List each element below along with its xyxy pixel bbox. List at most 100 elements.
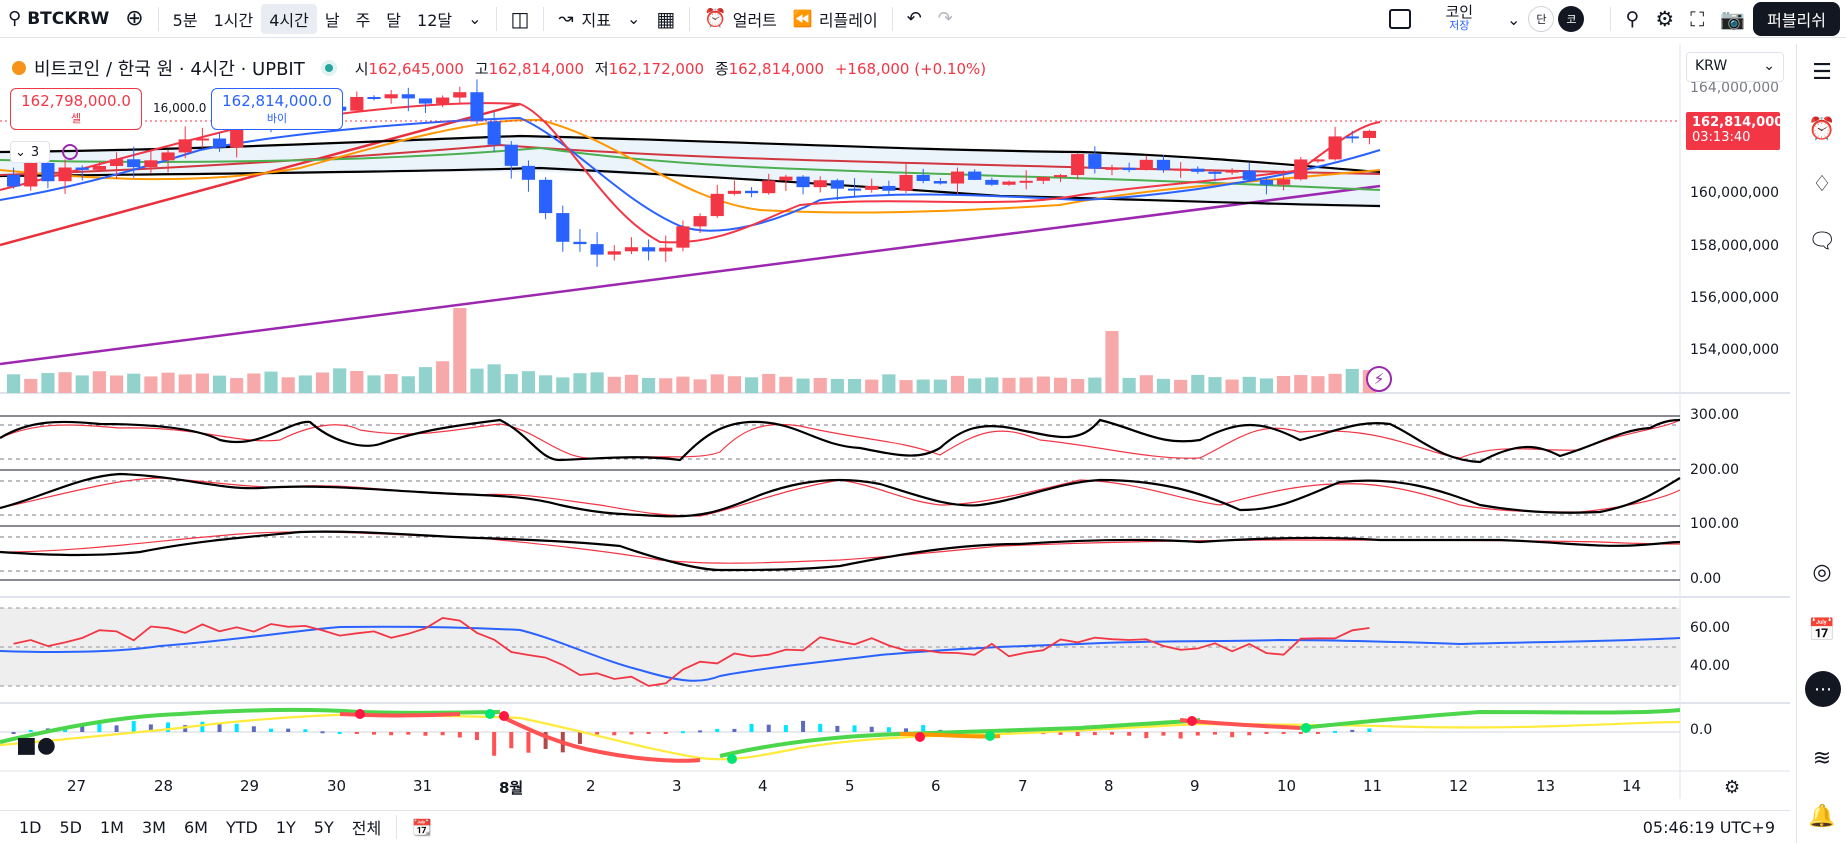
candle-body: [504, 144, 518, 166]
layout-name[interactable]: 코인 저장: [1419, 0, 1499, 38]
macd-hist-bar: [354, 732, 359, 734]
candle-body: [624, 247, 639, 252]
broadcast-icon[interactable]: ≋: [1812, 745, 1832, 771]
interval-day[interactable]: 날: [324, 10, 340, 30]
chart-canvas[interactable]: [0, 44, 1790, 799]
currency-label: KRW: [1695, 58, 1728, 74]
range-5y[interactable]: 5Y: [313, 817, 334, 837]
candle-body: [779, 176, 793, 181]
alert-button[interactable]: ⏰ 얼러트: [696, 0, 785, 38]
price-axis[interactable]: 164,000,000 160,000,000 158,000,000 156,…: [1690, 44, 1790, 444]
indicators-button[interactable]: ↝ 지표: [550, 0, 619, 38]
currency-select[interactable]: KRW ⌄: [1686, 52, 1784, 82]
interval-month[interactable]: 달: [386, 10, 402, 30]
apps-icon[interactable]: ⋯: [1805, 671, 1841, 707]
indicators-collapse-toggle[interactable]: ⌄ 3: [10, 141, 50, 163]
buy-button[interactable]: 162,814,000.0 바이: [211, 88, 343, 130]
interval-dropdown[interactable]: ⌄: [460, 0, 489, 38]
snapshot-button[interactable]: 📷: [1712, 0, 1753, 38]
sell-button[interactable]: 162,798,000.0 셀: [10, 88, 142, 130]
macd-hist-bar: [663, 732, 668, 734]
legend-title[interactable]: 비트코인 / 한국 원 · 4시간 · UPBIT: [34, 59, 305, 80]
volume-bar: [539, 375, 553, 393]
stoch2-k: [0, 472, 1681, 518]
range-all[interactable]: 전체: [351, 819, 382, 838]
candle-body: [916, 174, 930, 182]
fullscreen-layout-button[interactable]: [1381, 0, 1419, 38]
target-icon[interactable]: ◎: [1812, 559, 1832, 585]
price-axis-label: 158,000,000: [1690, 238, 1780, 254]
clock[interactable]: 05:46:19 UTC+9: [1642, 817, 1775, 837]
settings-button[interactable]: ⚙: [1647, 0, 1682, 38]
time-axis[interactable]: 27 28 29 30 31 8월 2 3 4 5 6 7 8 9 10 11 12 13 14: [0, 777, 1680, 799]
macd-hist-bar: [80, 724, 85, 732]
volume-bar: [58, 372, 72, 393]
mini-toggle-2[interactable]: 코: [1558, 6, 1585, 32]
range-ytd[interactable]: YTD: [225, 817, 258, 837]
candle-body: [109, 159, 124, 167]
fullscreen-button[interactable]: ⛶: [1682, 0, 1712, 38]
volume-bar: [350, 370, 364, 393]
time-axis-label: 29: [240, 777, 260, 795]
interval-week[interactable]: 주: [355, 10, 371, 30]
range-6m[interactable]: 6M: [183, 817, 208, 837]
stoch2-signal: [0, 477, 1681, 517]
macd-hist-bar: [766, 724, 771, 732]
volume-bar: [436, 361, 450, 393]
macd-hist-bar: [251, 726, 256, 732]
chart-area[interactable]: 164,000,000 160,000,000 158,000,000 156,…: [0, 44, 1790, 799]
interval-1h[interactable]: 1시간: [213, 10, 254, 30]
indicators-count: 3: [30, 144, 40, 160]
time-axis-settings[interactable]: ⚙: [1724, 777, 1740, 798]
interval-4h[interactable]: 4시간: [261, 3, 317, 34]
goto-date-button[interactable]: 📆: [403, 818, 441, 837]
range-1m[interactable]: 1M: [100, 817, 124, 837]
redo-button[interactable]: ↷: [930, 0, 961, 38]
indicators-dropdown[interactable]: ⌄: [619, 0, 648, 38]
layout-dropdown[interactable]: ⌄: [1499, 0, 1528, 38]
quick-search-button[interactable]: ⚲: [1617, 0, 1647, 38]
range-5d[interactable]: 5D: [59, 817, 83, 837]
time-axis-label: 4: [758, 777, 768, 795]
range-1d[interactable]: 1D: [19, 817, 42, 837]
mini-toggle-1[interactable]: 단: [1528, 6, 1555, 32]
volume-bar: [1156, 378, 1171, 393]
volume-bar: [779, 376, 793, 393]
candle-body: [590, 244, 604, 255]
bitcoin-logo: [12, 61, 26, 75]
chat-icon[interactable]: 🗨: [1808, 228, 1836, 254]
dark-red-ma: [0, 143, 1381, 176]
sync-icon[interactable]: [62, 144, 78, 160]
range-3m[interactable]: 3M: [141, 817, 166, 837]
candle-body: [144, 160, 158, 168]
alarm-clock-icon[interactable]: ⏰: [1808, 116, 1836, 142]
watchlist-icon[interactable]: ☰: [1812, 59, 1832, 85]
bell-icon[interactable]: 🔔: [1808, 803, 1836, 829]
macd-hist-bar: [886, 727, 891, 732]
volume-bar: [676, 376, 690, 393]
interval-5m[interactable]: 5분: [172, 10, 198, 30]
symbol-search[interactable]: ⚲ BTCKRW: [0, 0, 117, 38]
range-1y[interactable]: 1Y: [275, 817, 296, 837]
publish-button[interactable]: 퍼블리쉬: [1753, 2, 1840, 36]
calendar-icon[interactable]: 📅: [1808, 617, 1836, 643]
layouts-button[interactable]: ▦: [648, 0, 683, 38]
compare-button[interactable]: ⊕: [117, 0, 151, 38]
macd-hist-bar: [423, 732, 428, 736]
square-icon: [1389, 9, 1412, 29]
macd-hist-bar: [921, 725, 926, 732]
interval-12month[interactable]: 12달: [417, 10, 453, 30]
volume-bar: [1277, 375, 1291, 393]
sell-label: 셀: [70, 112, 82, 125]
replay-button[interactable]: ⏪ 리플레이: [785, 0, 886, 38]
chart-legend: 비트코인 / 한국 원 · 4시간 · UPBIT 시162,645,000 고…: [12, 55, 986, 81]
candle-body: [195, 138, 209, 141]
macd-axis-label: 0.0: [1690, 722, 1713, 738]
lightning-icon[interactable]: ⚡: [1366, 366, 1392, 392]
chart-type-button[interactable]: ◫: [503, 0, 538, 38]
divider: [891, 6, 893, 31]
volume-bar: [401, 376, 415, 393]
undo-button[interactable]: ↶: [899, 0, 930, 38]
layers-icon[interactable]: ♢: [1812, 171, 1832, 197]
candle-body: [642, 247, 656, 252]
